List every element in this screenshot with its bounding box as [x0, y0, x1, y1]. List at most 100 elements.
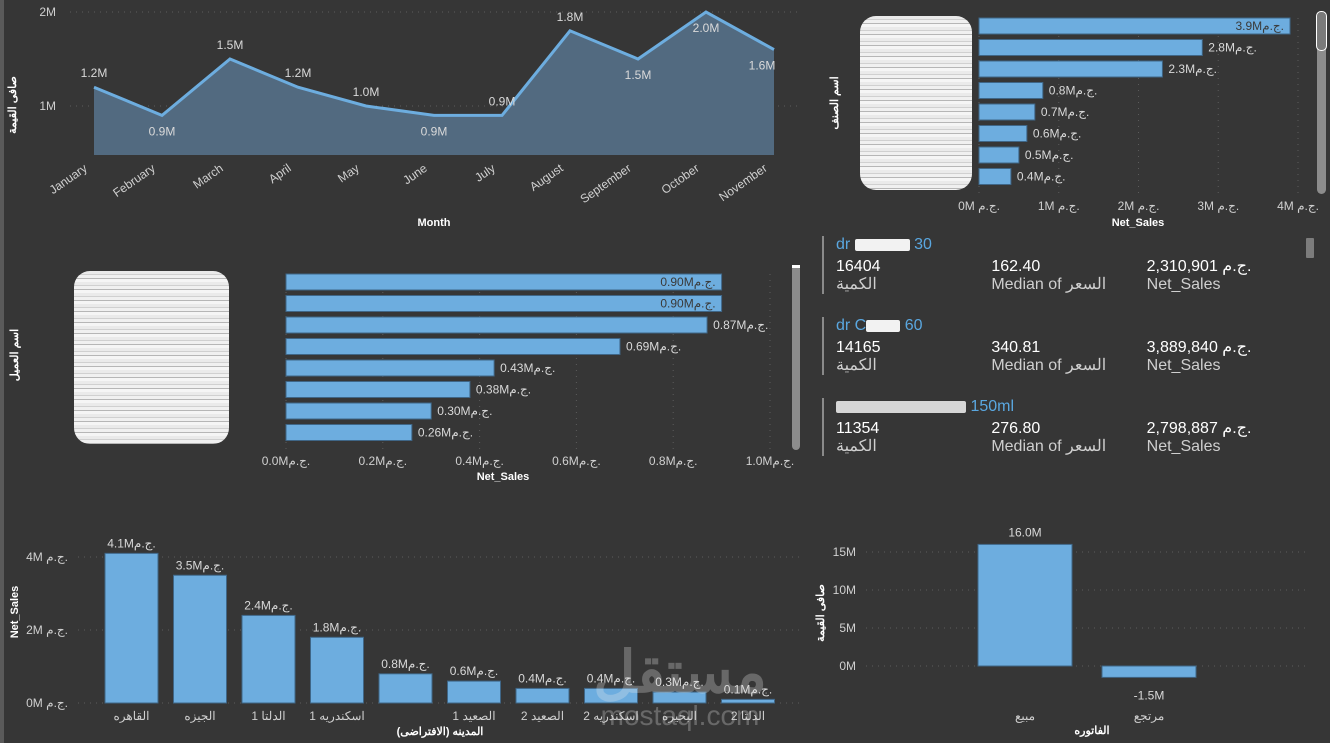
bar[interactable] — [978, 146, 1020, 164]
bar[interactable] — [285, 424, 413, 441]
invoice-type-bar-chart: صافى القيمة الفاتوره 15M 10M 5M 0M 16.0M مبيع… — [815, 525, 1310, 737]
bar[interactable] — [978, 39, 1203, 56]
bar[interactable] — [241, 614, 296, 704]
bar[interactable] — [285, 316, 708, 334]
y-tick-label: 5M — [839, 621, 856, 635]
bar[interactable] — [378, 673, 433, 704]
median-price-label: Median of السعر — [991, 357, 1107, 374]
city-bar-chart: Net_Sales المدينه (الافتراضى) 4M ج.م. 2M … — [9, 536, 800, 738]
bar[interactable] — [285, 359, 495, 377]
data-label: 0.26Mج.م. — [418, 426, 473, 440]
y-axis-title: Net_Sales — [9, 586, 21, 639]
product-card[interactable]: 150ml 11354 الكمية 276.80 Median of السعر … — [822, 398, 1302, 456]
bar[interactable] — [978, 103, 1036, 121]
data-label: 2.4Mج.م. — [244, 598, 293, 612]
x-tick-label: مرتجع — [1134, 709, 1165, 723]
data-label: 0.6Mج.م. — [450, 664, 499, 678]
y-axis-title: صافى القيمة — [7, 76, 19, 134]
x-tick-label: القاهره — [114, 709, 150, 723]
x-tick-label: July — [472, 161, 498, 185]
bar[interactable] — [652, 691, 707, 704]
bar[interactable] — [978, 60, 1163, 78]
x-tick-label: 1M ج.م. — [1038, 199, 1080, 213]
watermark: مستقل mostaql.com — [593, 640, 767, 731]
x-tick-label: 0.4Mج.م. — [455, 454, 504, 468]
data-label: 0.1Mج.م. — [724, 682, 773, 696]
data-label: 0.9M — [421, 124, 448, 138]
net-sales-value: 2,798,887 ج.م. — [1146, 420, 1252, 437]
net-sales-value: 3,889,840 ج.م. — [1146, 339, 1252, 356]
bar[interactable] — [515, 687, 570, 704]
net-sales-label: Net_Sales — [1146, 438, 1221, 455]
y-tick-label: 2M ج.م. — [26, 623, 68, 637]
customer-bar-chart: اسم العميل Net_Sales 0.0Mج.م. 0.2Mج.م. 0.4… — [9, 273, 794, 483]
x-tick-label: الدلتا 2 — [731, 709, 765, 723]
product-name: dr 30 — [836, 236, 932, 253]
product-bar-chart: اسم الصنف Net_Sales 0M ج.م. 1M ج.م. 2M ج.م… — [829, 17, 1319, 229]
bar[interactable] — [104, 552, 159, 704]
obscured-customer-labels — [74, 271, 229, 444]
bar[interactable] — [285, 338, 621, 355]
bar[interactable] — [978, 17, 1291, 35]
bar[interactable] — [285, 381, 471, 398]
y-tick-label: 1M — [39, 99, 56, 113]
quantity-value: 14165 — [836, 339, 881, 356]
bar[interactable] — [285, 295, 723, 312]
data-label: 4.1Mج.م. — [107, 536, 156, 550]
data-label: 0.6Mج.م. — [1033, 127, 1082, 141]
bar[interactable] — [978, 82, 1044, 99]
quantity-label: الكمية — [836, 438, 877, 455]
x-axis-title: Net_Sales — [477, 471, 530, 483]
bar[interactable] — [584, 687, 638, 704]
product-card[interactable]: dr 30 16404 الكمية 162.40 Median of السعر … — [822, 236, 1302, 294]
x-tick-label: 0.8Mج.م. — [649, 454, 698, 468]
x-tick-label: May — [335, 161, 362, 185]
quantity-value: 16404 — [836, 258, 881, 275]
product-card[interactable]: dr C 60 14165 الكمية 340.81 Median of السع… — [822, 317, 1302, 375]
obscured-product-labels — [860, 16, 972, 190]
bar[interactable] — [1101, 665, 1197, 678]
y-tick-label: 15M — [833, 545, 856, 559]
y-axis-title: اسم العميل — [9, 329, 21, 381]
cards-scrollbar[interactable] — [1306, 238, 1314, 258]
x-axis-title: Month — [418, 217, 451, 229]
bar[interactable] — [173, 574, 227, 704]
bar[interactable] — [310, 636, 364, 704]
monthly-area-chart: صافى القيمة Month 2M 1M 1.2M January 0.9M Feb… — [7, 5, 800, 229]
data-label: 1.5M — [625, 68, 652, 82]
x-tick-label: الصعيد 2 — [521, 709, 564, 723]
quantity-value: 11354 — [836, 420, 880, 437]
left-edge — [0, 0, 4, 743]
data-label: 2.0M — [693, 21, 720, 35]
bar[interactable] — [721, 698, 775, 704]
median-price-label: Median of السعر — [991, 276, 1107, 293]
x-tick-label: اسكندريه 2 — [583, 709, 639, 723]
data-label: 0.43Mج.م. — [500, 361, 555, 375]
bar[interactable] — [285, 402, 432, 420]
customer-chart-scrollbar[interactable] — [792, 265, 800, 450]
data-label: 0.30Mج.م. — [437, 404, 492, 418]
x-tick-label: الصعيد 1 — [452, 709, 495, 723]
data-label: 0.90Mج.م. — [660, 297, 715, 311]
scroll-thumb[interactable] — [1316, 11, 1327, 51]
bar[interactable] — [447, 680, 501, 704]
data-label: 0.9M — [489, 94, 516, 108]
data-label: 0.4Mج.م. — [587, 671, 636, 685]
data-label: 0.7Mج.م. — [1041, 105, 1090, 119]
median-price-label: Median of السعر — [991, 438, 1107, 455]
x-tick-label: الدلتا 1 — [251, 709, 285, 723]
bar[interactable] — [285, 273, 723, 291]
data-label: 1.2M — [285, 66, 312, 80]
x-tick-label: 2M ج.م. — [1118, 199, 1160, 213]
product-chart-scrollbar[interactable] — [1316, 11, 1327, 194]
x-tick-label: March — [190, 161, 225, 192]
data-label: 2.8Mج.م. — [1208, 41, 1257, 55]
net-sales-value: 2,310,901 ج.م. — [1146, 258, 1252, 275]
bar[interactable] — [977, 543, 1073, 667]
x-tick-label: June — [400, 161, 430, 188]
bar[interactable] — [978, 168, 1012, 185]
area-fill — [94, 12, 774, 155]
watermark-arabic: مستقل — [593, 640, 767, 705]
scroll-thumb[interactable] — [792, 265, 800, 268]
bar[interactable] — [978, 125, 1028, 142]
